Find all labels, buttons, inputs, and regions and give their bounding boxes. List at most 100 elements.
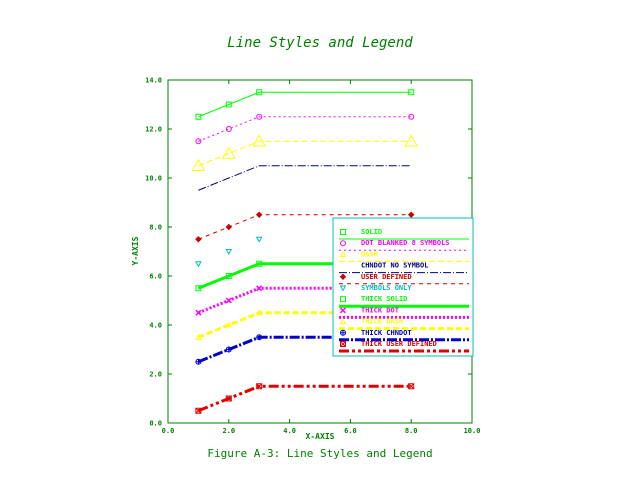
data-point <box>225 395 232 402</box>
y-tick-label: 14.0 <box>145 77 162 85</box>
legend-entry: SYMBOLS ONLY <box>339 284 412 292</box>
data-point <box>225 346 232 353</box>
data-point <box>191 158 206 172</box>
legend-entry: USER DEFINED <box>339 273 469 285</box>
data-point <box>225 321 233 328</box>
x-tick-label: 2.0 <box>222 427 235 435</box>
data-point <box>408 113 415 120</box>
y-tick-label: 8.0 <box>149 224 162 232</box>
legend-marker <box>339 318 347 325</box>
y-tick-label: 12.0 <box>145 126 162 134</box>
x-axis-ticks: 0.0 2.0 4.0 6.0 8.0 10.0 <box>162 80 481 435</box>
series-line <box>198 214 412 240</box>
series-line <box>197 384 412 413</box>
legend-label: THICK DOT <box>361 306 399 314</box>
figure-caption: Figure A-3: Line Styles and Legend <box>207 447 432 460</box>
legend-entry: THICK USER DEFINED <box>339 340 469 353</box>
data-point <box>195 285 202 292</box>
data-point <box>225 273 232 279</box>
data-point <box>407 211 415 218</box>
data-point <box>221 146 236 159</box>
data-point <box>225 223 233 231</box>
legend-entry: DOT BLANKED 8 SYMBOLS <box>339 239 469 251</box>
legend-entry: CHNDOT NO SYMBOL <box>339 262 469 274</box>
data-point <box>256 113 263 120</box>
legend-label: THICK CHNDOT <box>361 329 412 337</box>
x-tick-label: 8.0 <box>405 427 418 435</box>
legend-label: DOT BLANKED 8 SYMBOLS <box>361 239 450 247</box>
data-point <box>408 383 415 390</box>
y-axis-label: Y-AXIS <box>131 236 140 265</box>
data-point <box>195 236 202 243</box>
legend-marker <box>340 229 346 235</box>
data-point <box>195 138 202 145</box>
legend-label: THICK SOLID <box>361 295 407 303</box>
data-point <box>252 134 267 147</box>
legend-label: DASH <box>361 250 378 258</box>
x-tick-label: 6.0 <box>344 427 357 435</box>
data-point <box>256 260 263 267</box>
legend-marker <box>340 329 346 336</box>
data-point <box>195 113 202 120</box>
series-line <box>197 311 412 339</box>
legend-marker <box>339 273 347 281</box>
data-point <box>195 261 202 268</box>
legend-entry: THICK CHNDOT <box>339 329 469 342</box>
legend-marker <box>340 296 346 303</box>
legend-marker <box>339 285 347 292</box>
legend-label: USER DEFINED <box>361 273 412 281</box>
data-point <box>408 89 415 96</box>
data-point <box>256 89 263 96</box>
data-point <box>255 309 263 316</box>
data-point <box>225 101 232 108</box>
legend-label: SYMBOLS ONLY <box>361 284 412 292</box>
y-tick-label: 4.0 <box>149 322 162 330</box>
legend-marker <box>340 341 346 347</box>
legend-entry: THICK DOT <box>339 306 469 319</box>
chart-title: Line Styles and Legend <box>227 35 413 51</box>
series-line <box>198 140 412 167</box>
legend-marker <box>339 250 347 257</box>
series-3 <box>191 134 419 172</box>
series-11 <box>195 383 415 414</box>
series-5 <box>195 211 415 243</box>
data-point <box>256 383 263 390</box>
data-point <box>195 309 202 316</box>
legend-label: THICK DASH <box>361 318 403 326</box>
y-tick-label: 6.0 <box>149 273 162 281</box>
data-point <box>225 297 232 304</box>
x-tick-label: 0.0 <box>162 427 175 435</box>
x-tick-label: 10.0 <box>464 427 481 435</box>
x-axis-label: X-AXIS <box>306 432 335 441</box>
data-point <box>225 249 233 256</box>
data-point <box>195 407 202 414</box>
data-point <box>225 126 232 132</box>
legend-entry: DASH <box>339 250 469 262</box>
x-tick-label: 4.0 <box>283 427 296 435</box>
legend-label: CHNDOT NO SYMBOL <box>361 262 428 270</box>
legend-marker <box>339 307 347 314</box>
series-line <box>198 91 412 118</box>
data-point <box>404 134 419 147</box>
legend-box <box>332 217 474 357</box>
series-line <box>198 116 412 142</box>
legend-entry: THICK DASH <box>339 318 469 331</box>
data-point <box>256 334 263 341</box>
data-point <box>256 285 263 292</box>
legend: SOLID DOT BLANKED 8 SYMBOLS DASH CHNDOT NO … <box>332 217 474 357</box>
series-1 <box>195 89 415 120</box>
series-2 <box>195 113 415 145</box>
legend-entry: THICK SOLID <box>339 295 469 308</box>
data-point <box>195 358 202 365</box>
legend-marker <box>340 240 346 247</box>
legend-entry: SOLID <box>339 228 469 240</box>
data-point <box>195 333 202 340</box>
series-4 <box>198 165 412 191</box>
y-tick-label: 0.0 <box>149 420 162 428</box>
series-line <box>198 165 412 191</box>
data-point <box>255 236 263 243</box>
y-tick-label: 2.0 <box>149 371 162 379</box>
legend-label: SOLID <box>361 228 382 236</box>
y-tick-label: 10.0 <box>145 175 162 183</box>
